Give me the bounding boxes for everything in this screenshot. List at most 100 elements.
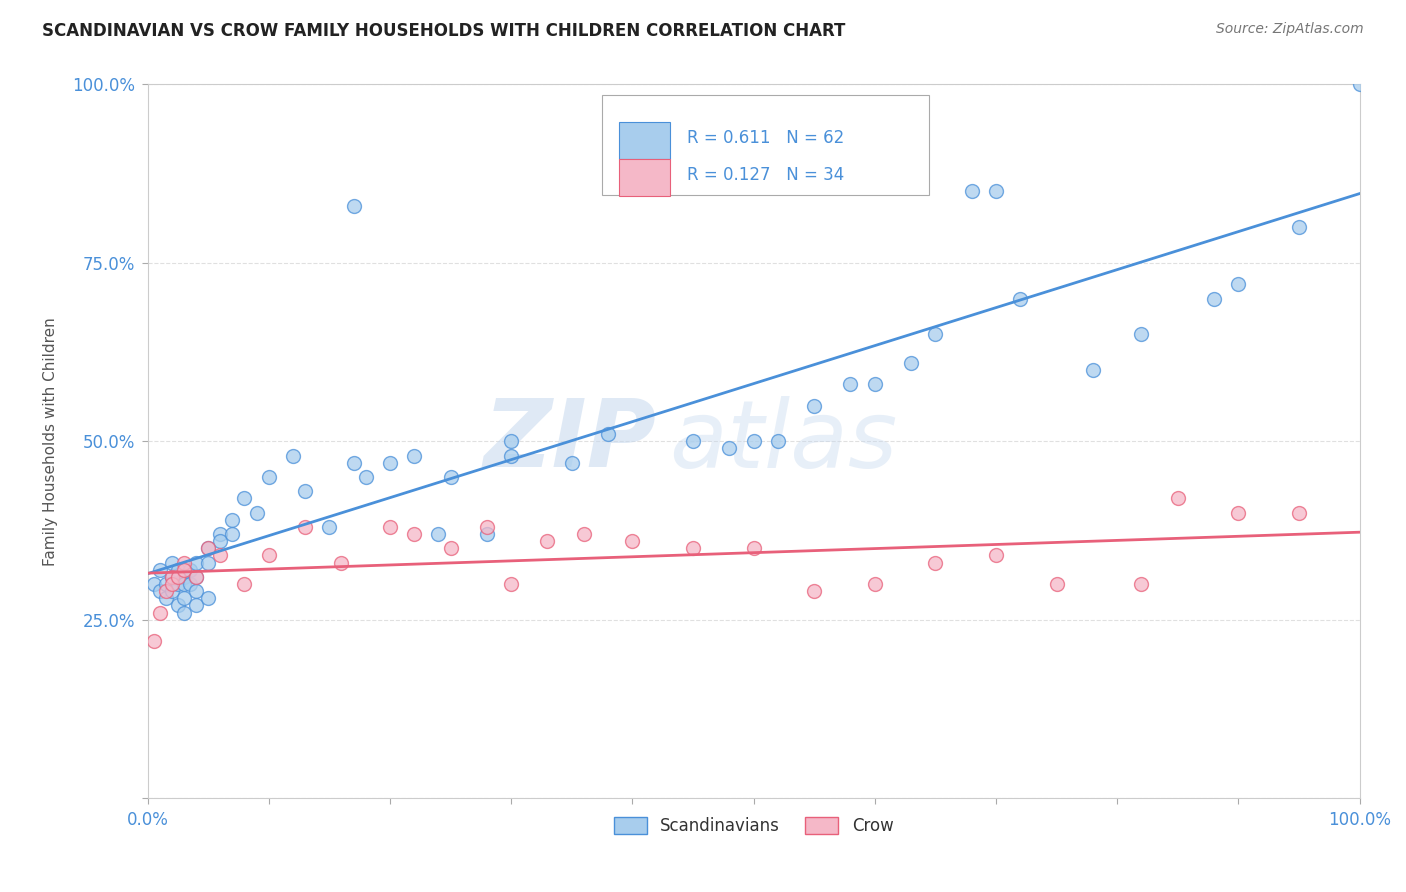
Point — [209, 549, 232, 563]
Point — [233, 491, 256, 506]
Point — [742, 541, 765, 556]
Point — [924, 327, 946, 342]
Point — [596, 427, 619, 442]
Point — [803, 399, 825, 413]
Point — [439, 541, 461, 556]
Point — [245, 506, 267, 520]
Point — [378, 520, 401, 534]
Point — [404, 527, 426, 541]
Point — [475, 527, 498, 541]
Point — [160, 556, 183, 570]
FancyBboxPatch shape — [619, 159, 669, 196]
Point — [166, 570, 188, 584]
Point — [281, 449, 304, 463]
Point — [166, 599, 188, 613]
Point — [924, 556, 946, 570]
Point — [184, 570, 207, 584]
Point — [1130, 577, 1153, 591]
Text: R = 0.611   N = 62: R = 0.611 N = 62 — [688, 128, 844, 146]
Point — [257, 470, 280, 484]
FancyBboxPatch shape — [619, 122, 669, 159]
Point — [475, 520, 498, 534]
Point — [863, 377, 886, 392]
Point — [1081, 363, 1104, 377]
Point — [160, 584, 183, 599]
Point — [318, 520, 340, 534]
Point — [1045, 577, 1067, 591]
Point — [682, 541, 704, 556]
Point — [179, 563, 201, 577]
Point — [160, 570, 183, 584]
Point — [142, 634, 165, 648]
Y-axis label: Family Households with Children: Family Households with Children — [44, 317, 58, 566]
Point — [887, 163, 910, 178]
Point — [984, 185, 1007, 199]
Point — [1010, 292, 1032, 306]
Point — [155, 591, 177, 606]
Point — [330, 556, 353, 570]
Point — [173, 563, 195, 577]
Point — [221, 513, 243, 527]
Point — [184, 570, 207, 584]
Point — [572, 527, 595, 541]
Point — [427, 527, 450, 541]
Point — [1202, 292, 1225, 306]
Point — [160, 577, 183, 591]
Point — [863, 577, 886, 591]
Text: ZIP: ZIP — [484, 395, 657, 487]
Point — [1130, 327, 1153, 342]
Point — [209, 534, 232, 549]
Point — [173, 570, 195, 584]
Point — [197, 541, 219, 556]
Point — [149, 606, 172, 620]
Point — [155, 584, 177, 599]
Point — [166, 577, 188, 591]
Point — [682, 434, 704, 449]
Point — [173, 556, 195, 570]
Legend: Scandinavians, Crow: Scandinavians, Crow — [605, 808, 901, 843]
Point — [184, 599, 207, 613]
Point — [1227, 277, 1250, 292]
Point — [197, 541, 219, 556]
Point — [766, 434, 789, 449]
Point — [342, 456, 364, 470]
Point — [1227, 506, 1250, 520]
Point — [173, 577, 195, 591]
Point — [221, 527, 243, 541]
Point — [184, 584, 207, 599]
Point — [257, 549, 280, 563]
Point — [184, 556, 207, 570]
Point — [803, 584, 825, 599]
Point — [378, 456, 401, 470]
Point — [561, 456, 583, 470]
Point — [1167, 491, 1189, 506]
Point — [149, 563, 172, 577]
Point — [209, 527, 232, 541]
Point — [294, 520, 316, 534]
Text: SCANDINAVIAN VS CROW FAMILY HOUSEHOLDS WITH CHILDREN CORRELATION CHART: SCANDINAVIAN VS CROW FAMILY HOUSEHOLDS W… — [42, 22, 845, 40]
Point — [900, 356, 922, 370]
Point — [233, 577, 256, 591]
Point — [166, 563, 188, 577]
Point — [354, 470, 377, 484]
Point — [718, 442, 741, 456]
Point — [197, 556, 219, 570]
Point — [501, 434, 523, 449]
Point — [984, 549, 1007, 563]
Point — [1288, 506, 1310, 520]
Point — [142, 577, 165, 591]
Text: Source: ZipAtlas.com: Source: ZipAtlas.com — [1216, 22, 1364, 37]
Point — [742, 434, 765, 449]
Point — [179, 577, 201, 591]
Point — [197, 591, 219, 606]
Point — [155, 577, 177, 591]
Point — [501, 449, 523, 463]
Point — [294, 484, 316, 499]
Point — [173, 591, 195, 606]
Point — [536, 534, 558, 549]
Text: atlas: atlas — [669, 396, 897, 487]
FancyBboxPatch shape — [602, 95, 929, 195]
Point — [960, 185, 983, 199]
Point — [149, 584, 172, 599]
Point — [1348, 78, 1371, 92]
